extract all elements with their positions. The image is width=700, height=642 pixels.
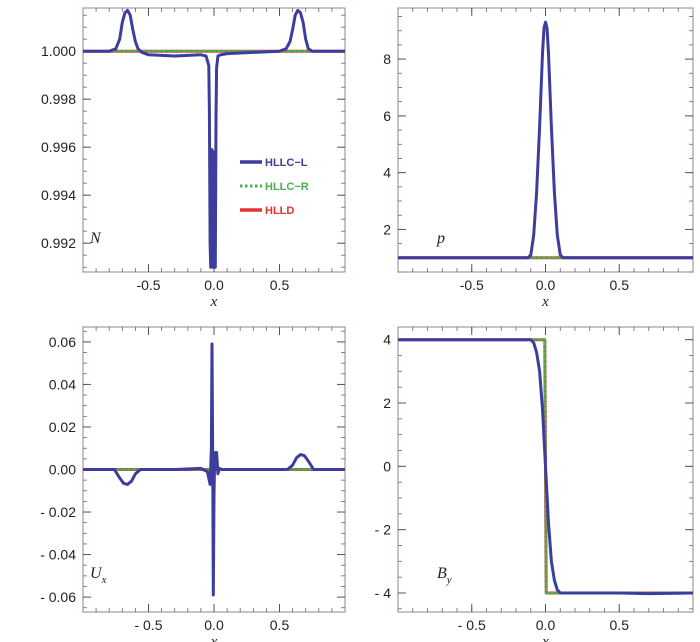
y-tick-label: 2 [383, 395, 391, 411]
panel-3: - 0.5 0.0 0.5 - 0.06 - 0.04 - 0.02 0.00 0.02 0.0… [40, 326, 346, 642]
x-tick-label: 0.5 [270, 617, 290, 633]
y-tick-label: 4 [383, 332, 391, 348]
x-axis-label: x [210, 634, 218, 642]
y-tick-label: 4 [383, 165, 391, 181]
panel-label: Ux [90, 565, 107, 586]
panel-1: -0.5 0.0 0.5 0.992 0.994 0.996 0.998 1.000 x N [41, 7, 346, 310]
y-tick-label: - 0.06 [40, 589, 76, 605]
x-tick-label: - 0.5 [458, 617, 486, 633]
x-tick-label: 0.0 [204, 277, 224, 293]
x-tick-label: -0.5 [136, 277, 160, 293]
x-tick-label: 0.5 [610, 277, 630, 293]
x-tick-label: 0.0 [204, 617, 224, 633]
series-line-hllcl [398, 338, 693, 596]
y-tick-label: 0.04 [49, 376, 76, 392]
x-axis-label: x [541, 634, 549, 642]
series-line-hllcl [83, 8, 345, 269]
x-axis-label: x [541, 294, 549, 310]
series-line-hllcl [398, 20, 693, 260]
series-group [83, 342, 345, 597]
y-tick-label: - 4 [375, 585, 392, 601]
series-group [398, 338, 693, 596]
legend-label: HLLC−R [265, 181, 309, 193]
y-tick-label: - 0.02 [40, 504, 76, 520]
x-tick-label: 0.0 [536, 617, 556, 633]
series-group [398, 20, 693, 260]
panel-2: -0.5 0.0 0.5 2 4 6 8 x p [383, 7, 694, 310]
panel-label: By [437, 565, 452, 586]
x-tick-label: -0.5 [460, 277, 484, 293]
y-tick-label: 6 [383, 108, 391, 124]
y-tick-label: 0.02 [49, 419, 76, 435]
legend: HLLC−L HLLC−R HLLD [240, 157, 309, 217]
panel-label: p [436, 230, 445, 247]
y-tick-label: 0 [383, 458, 391, 474]
series-line-hllcl [83, 342, 345, 597]
y-tick-label: 0.994 [41, 187, 76, 203]
legend-label: HLLC−L [265, 157, 308, 169]
y-tick-label: - 2 [375, 522, 392, 538]
y-tick-label: 0.06 [49, 334, 76, 350]
x-tick-label: 0.0 [536, 277, 556, 293]
x-tick-label: 0.5 [610, 617, 630, 633]
panel-label: N [89, 230, 102, 247]
x-axis-label: x [210, 294, 218, 310]
y-tick-label: 0.998 [41, 91, 76, 107]
panel-4: - 0.5 0.0 0.5 - 4 - 2 0 2 4 x By [375, 326, 694, 642]
y-tick-label: - 0.04 [40, 547, 76, 563]
y-tick-label: 0.996 [41, 139, 76, 155]
legend-label: HLLD [265, 205, 294, 217]
y-tick-label: 0.992 [41, 235, 76, 251]
x-tick-label: - 0.5 [134, 617, 162, 633]
panel-label-subscript: x [101, 574, 107, 586]
x-tick-label: 0.5 [270, 277, 290, 293]
y-tick-label: 1.000 [41, 43, 76, 59]
y-tick-label: 8 [383, 51, 391, 67]
y-tick-label: 2 [383, 221, 391, 237]
panel-label-subscript: y [446, 574, 452, 586]
y-tick-label: 0.00 [49, 462, 76, 478]
series-group [83, 8, 345, 269]
